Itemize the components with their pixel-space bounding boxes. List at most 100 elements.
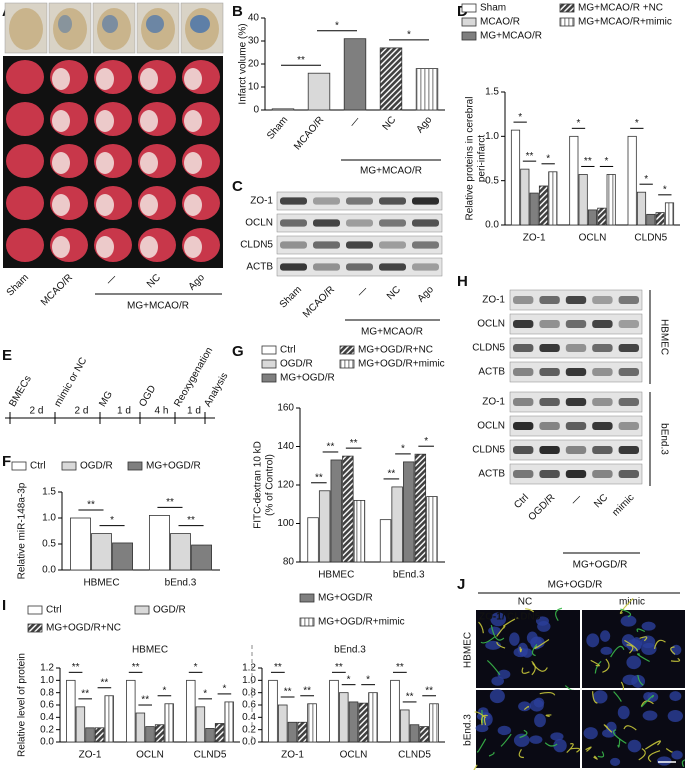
- legend-label: OGD/R: [153, 605, 186, 616]
- junction: [476, 738, 487, 753]
- junction: [613, 691, 622, 702]
- nucleus: [667, 710, 683, 723]
- significance: **: [396, 662, 404, 673]
- panel-letter: J: [457, 576, 465, 593]
- bar: [415, 68, 439, 111]
- lane-label: Sham: [5, 272, 31, 298]
- bar: [358, 702, 369, 743]
- blot-band: [565, 368, 587, 376]
- panel-letter: E: [2, 347, 12, 364]
- significance: *: [222, 684, 226, 695]
- significance: *: [424, 436, 428, 447]
- nucleus: [529, 699, 544, 712]
- y-tick-label: 1.0: [40, 675, 54, 686]
- group-label: MG+MCAO/R: [360, 166, 422, 177]
- nucleus: [671, 644, 682, 656]
- blot-band: [592, 422, 613, 430]
- legend-label: MG+OGD/R+mimic: [318, 617, 405, 628]
- dye: [146, 15, 164, 33]
- y-tick-label: 160: [277, 403, 294, 414]
- nucleus: [529, 735, 543, 744]
- legend-label: MG+OGD/R+NC: [46, 623, 121, 634]
- step-label: MG: [97, 389, 115, 409]
- legend-swatch: [134, 605, 150, 615]
- y-tick-label: 0.5: [42, 539, 56, 550]
- legend-label: MCAO/R: [480, 17, 520, 28]
- junction: [481, 709, 484, 724]
- bar: [66, 679, 76, 743]
- panel-letter: I: [2, 597, 6, 614]
- lane-label: MCAO/R: [39, 272, 75, 308]
- junction: [665, 748, 673, 753]
- nucleus: [489, 689, 505, 704]
- y-tick-label: 0.4: [40, 712, 54, 723]
- y-tick-label: 0.4: [242, 712, 256, 723]
- blot-band: [513, 320, 534, 328]
- blot-band: [412, 197, 439, 205]
- x-tick-label: CLND5: [194, 750, 227, 761]
- blot-band: [565, 344, 587, 352]
- significance: **: [81, 688, 89, 699]
- blot-band: [539, 296, 560, 304]
- bar: [379, 47, 403, 111]
- legend-swatch: [27, 623, 43, 633]
- legend-label: MG+OGD/R: [318, 593, 373, 604]
- row-label: ZO-1: [482, 295, 505, 306]
- nucleus: [642, 710, 658, 721]
- row-label: OCLN: [245, 218, 273, 229]
- junction: [593, 755, 598, 760]
- infarct: [52, 236, 70, 258]
- bar: [224, 701, 234, 743]
- y-tick-label: 0.6: [40, 700, 54, 711]
- legend-swatch: [261, 359, 277, 369]
- bar: [414, 453, 427, 563]
- bar: [297, 721, 308, 743]
- bar: [403, 461, 415, 563]
- bar: [318, 490, 331, 563]
- blot-band: [592, 446, 613, 454]
- infarct: [184, 68, 202, 90]
- brain: [53, 8, 87, 50]
- blot-band: [513, 368, 534, 376]
- y-tick-label: 100: [277, 518, 294, 529]
- junction: [566, 743, 574, 754]
- nucleus: [530, 636, 545, 649]
- y-tick-label: 1.2: [242, 663, 256, 674]
- row-label: CLDN5: [240, 240, 273, 251]
- junction: [623, 725, 637, 731]
- row-label: ACTB: [478, 469, 505, 480]
- blot-band: [539, 470, 560, 478]
- x-tick-label: CLND5: [398, 750, 431, 761]
- y-tick-label: 80: [283, 557, 295, 568]
- significance: **: [72, 662, 80, 673]
- bar: [379, 519, 392, 563]
- bar: [426, 496, 438, 563]
- nucleus: [509, 632, 520, 646]
- blot-band: [539, 320, 560, 328]
- y-tick-label: 1.0: [485, 131, 499, 142]
- blot-band: [618, 422, 639, 430]
- y-tick-label: 1.5: [42, 487, 56, 498]
- infarct: [52, 194, 70, 216]
- junction: [638, 748, 646, 761]
- x-tick-label: bEnd.3: [165, 578, 197, 589]
- junction: [545, 714, 552, 718]
- lane-label: NC: [592, 492, 610, 510]
- junction: [640, 700, 654, 707]
- lane-label: NC: [385, 284, 403, 302]
- y-axis-label: peri-infarct: [477, 135, 488, 182]
- significance: *: [335, 20, 339, 31]
- junction: [488, 751, 495, 757]
- junction: [486, 659, 501, 676]
- x-tick-label: bEnd.3: [393, 570, 425, 581]
- x-tick-label: HBMEC: [83, 578, 119, 589]
- blot-band: [412, 241, 439, 249]
- row-label: CLDN5: [472, 445, 505, 456]
- legend-swatch: [339, 359, 355, 369]
- blot-band: [565, 446, 587, 454]
- significance: **: [187, 515, 195, 526]
- blot-band: [618, 296, 639, 304]
- y-axis-label: Infarct volume (%): [238, 23, 249, 104]
- legend-label: OGD/R: [80, 461, 113, 472]
- junction: [490, 624, 505, 641]
